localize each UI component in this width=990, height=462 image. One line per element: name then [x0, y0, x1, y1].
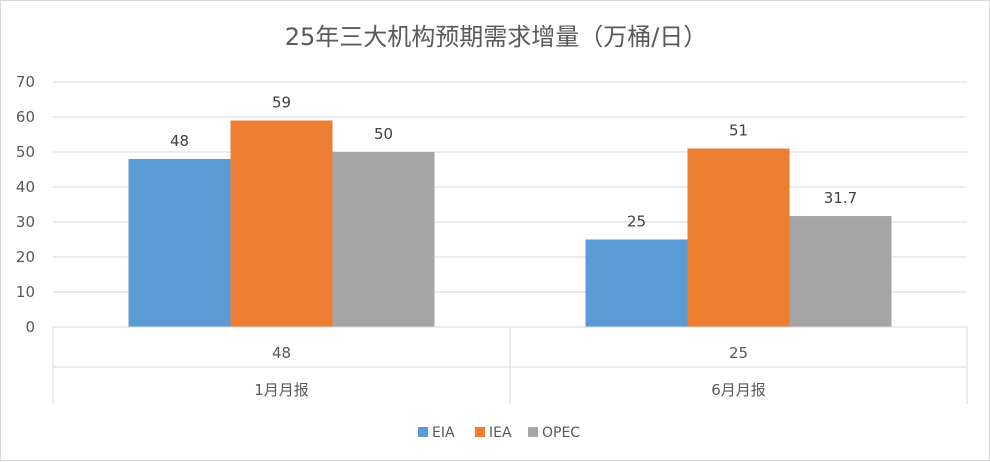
chart-title: 25年三大机构预期需求增量（万桶/日） — [285, 23, 708, 51]
data-label-eia-1: 48 — [170, 132, 189, 150]
data-label-iea-2: 51 — [729, 122, 748, 140]
legend-swatch-eia — [418, 427, 428, 437]
bar-iea-1 — [230, 120, 333, 327]
bar-opec-1 — [332, 152, 435, 327]
category-axis: 48 1月月报 25 6月月报 — [52, 326, 968, 404]
category-group-label: 1月月报 — [254, 381, 309, 399]
category-value-label: 48 — [272, 344, 291, 362]
y-axis-ticks: 0 10 20 30 40 50 60 70 — [16, 73, 35, 336]
data-label-iea-1: 59 — [272, 94, 291, 112]
category-group-label: 6月月报 — [711, 381, 766, 399]
data-label-opec-2: 31.7 — [824, 189, 857, 207]
y-tick-label: 60 — [16, 108, 35, 126]
y-tick-label: 10 — [16, 283, 35, 301]
y-tick-label: 70 — [16, 73, 35, 91]
legend-swatch-iea — [475, 427, 485, 437]
bar-iea-2 — [687, 148, 790, 327]
legend-label-opec: OPEC — [542, 425, 580, 441]
y-tick-label: 0 — [25, 318, 35, 336]
legend-label-eia: EIA — [432, 425, 455, 441]
data-labels: 48 59 50 25 51 31.7 — [170, 94, 857, 231]
legend: EIA IEA OPEC — [418, 425, 580, 441]
category-value-label: 25 — [729, 344, 748, 362]
bar-eia-1 — [128, 159, 231, 327]
legend-label-iea: IEA — [489, 425, 512, 441]
data-label-opec-1: 50 — [374, 125, 393, 143]
bar-opec-2 — [789, 216, 892, 327]
bar-eia-2 — [585, 239, 688, 327]
y-tick-label: 30 — [16, 213, 35, 231]
bars — [128, 120, 892, 327]
legend-swatch-opec — [528, 427, 538, 437]
y-tick-label: 50 — [16, 143, 35, 161]
y-tick-label: 40 — [16, 178, 35, 196]
y-tick-label: 20 — [16, 248, 35, 266]
data-label-eia-2: 25 — [627, 213, 646, 231]
